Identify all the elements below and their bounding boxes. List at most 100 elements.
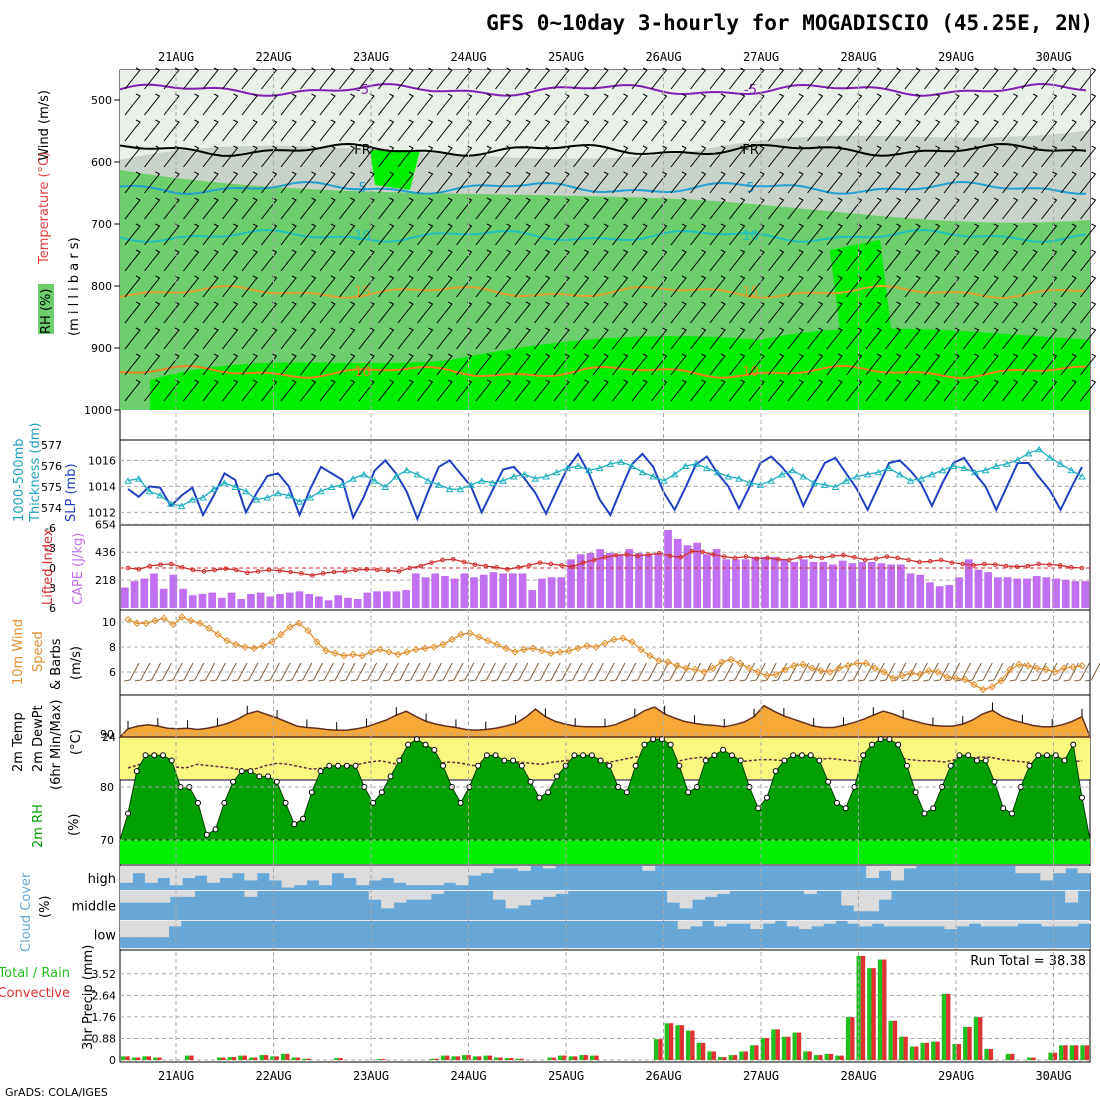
rh-marker [571, 752, 578, 759]
cape-bar [247, 593, 255, 608]
cloud-gap [156, 921, 169, 938]
lifted-index-marker [721, 554, 727, 559]
wind-barb [1031, 662, 1047, 682]
date-label-bottom: 27AUG [743, 1069, 779, 1083]
wind-tick: 6 [109, 666, 116, 679]
wind-barb [222, 379, 239, 402]
wind-speed-marker [1069, 663, 1077, 671]
wind-barb [1060, 379, 1077, 402]
wind-speed-marker [403, 648, 411, 656]
wind-barb [709, 93, 726, 116]
wind-barb [690, 301, 707, 324]
wind-speed-marker [682, 664, 690, 672]
rh-marker [151, 752, 158, 759]
wind-label-4: (m/s) [69, 646, 84, 680]
wind-barb [748, 145, 765, 168]
rh-marker [230, 778, 237, 785]
lifted-index-marker [483, 563, 489, 569]
wind-barb [826, 223, 843, 246]
lifted-index-marker [179, 565, 185, 570]
rh-marker [291, 821, 298, 828]
thickness-marker [1013, 456, 1022, 463]
precip-rain-bar [451, 1056, 456, 1060]
cape-bar [838, 560, 847, 608]
thickness-marker [735, 475, 743, 482]
wind-barb [495, 301, 512, 324]
wind-barb [202, 93, 219, 116]
lifted-index-marker [754, 556, 760, 561]
cloud-gap [883, 921, 897, 927]
wind-barb [924, 249, 941, 272]
cape-bar [683, 545, 692, 608]
precip-convective-bar [850, 1017, 855, 1060]
slp-label-3: SLP (mb) [64, 463, 79, 522]
precip-rain-bar [1027, 1057, 1032, 1060]
cape-bar [528, 590, 537, 608]
contour-label: FR [742, 143, 759, 158]
wind-barb [167, 662, 183, 682]
precip-convective-bar [189, 1055, 194, 1060]
contour-label: -5 [356, 83, 369, 98]
precip-run-total: Run Total = 38.38 [970, 954, 1086, 969]
wind-barb [358, 171, 375, 194]
rh-marker [501, 757, 508, 764]
cloud-gap [667, 891, 681, 903]
precip-convective-bar [978, 1017, 983, 1060]
wind-barb [144, 197, 161, 220]
wind-barb [319, 275, 336, 298]
wind-barb [436, 145, 453, 168]
precip-convective-bar [935, 1041, 940, 1060]
wind-barb [709, 275, 726, 298]
cloud-gap [157, 866, 171, 878]
precip-tick: 1.76 [92, 1011, 117, 1024]
cape-bar [334, 595, 343, 608]
thickness-marker [681, 462, 690, 469]
lifted-index-marker [320, 571, 326, 576]
wind-speed-marker [826, 668, 834, 676]
wind-barb [690, 327, 707, 350]
precip-convective-bar [594, 1055, 599, 1060]
cloud-gap [1041, 921, 1055, 927]
precip-convective-bar [828, 1053, 834, 1060]
precip-rain-bar [216, 1057, 222, 1060]
wind-barb [924, 327, 941, 350]
wind-barb [222, 93, 239, 116]
wind-barb [904, 197, 921, 220]
wind-barb [124, 249, 141, 272]
cloud-gap [1065, 921, 1079, 927]
cloud-gap [1052, 866, 1066, 874]
wind-speed-marker [754, 668, 762, 676]
rh-marker [877, 736, 884, 743]
cloud-gap [891, 866, 904, 881]
cape-bar [741, 559, 750, 608]
cloud-gap [956, 921, 970, 927]
temp-label-1: 2m Temp [11, 712, 26, 772]
wind-label-2: Speed [31, 631, 46, 672]
wind-panel: 10 8 6 10m Wind Speed & Barbs (m/s) [11, 609, 1100, 696]
wind-barb [858, 662, 874, 682]
lifted-index-marker [1058, 563, 1063, 568]
temp-tick: 24 [102, 731, 116, 744]
wind-barb [963, 119, 980, 142]
wind-speed-marker [709, 664, 717, 672]
cape-bar [402, 590, 410, 608]
wind-speed-marker [484, 637, 492, 645]
wind-barb [144, 223, 161, 246]
cloud-label-1: Cloud Cover [19, 872, 34, 952]
thickness-tick: 574 [41, 502, 62, 515]
lifted-index-marker [342, 569, 348, 574]
precip-rain-bar [291, 1057, 296, 1060]
wind-speed-marker [322, 647, 330, 655]
thickness-marker [434, 481, 443, 488]
wind-barb [436, 301, 453, 324]
wind-barb [592, 67, 609, 90]
wind-barb [221, 662, 237, 682]
wind-barb [534, 353, 551, 376]
wind-speed-marker [439, 640, 447, 649]
wind-speed-marker [133, 619, 141, 627]
wind-barb [1080, 119, 1097, 142]
wind-barb [1009, 662, 1026, 682]
lifted-index-marker [299, 571, 304, 576]
cape-bar [858, 561, 866, 608]
